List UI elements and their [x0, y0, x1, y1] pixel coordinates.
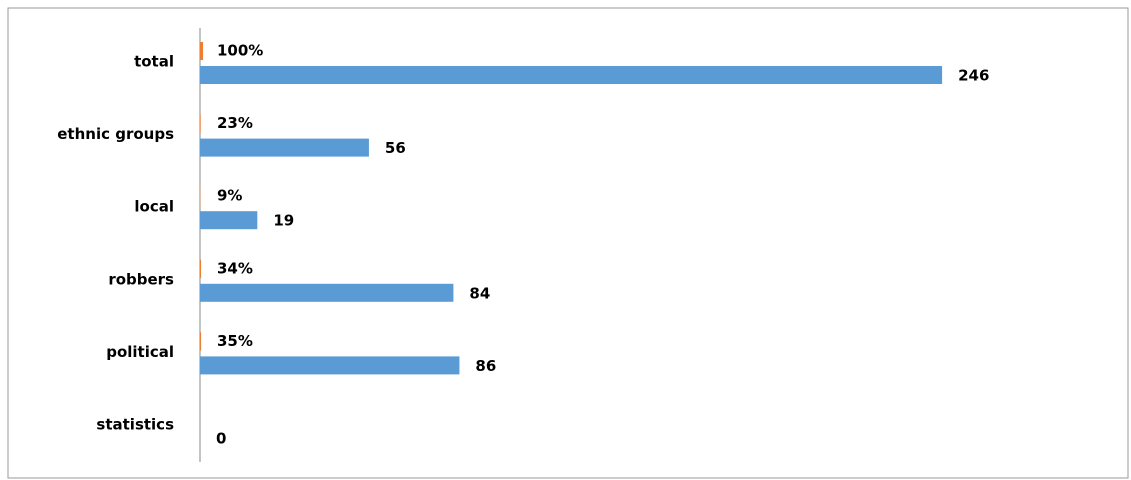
- data-label: 0: [216, 430, 226, 448]
- data-label: 86: [475, 357, 496, 375]
- data-label: 19: [273, 212, 294, 230]
- data-label: 34%: [217, 259, 253, 277]
- data-label: 35%: [217, 332, 253, 350]
- y-tick-label: total: [134, 53, 174, 71]
- y-tick-label: political: [106, 343, 174, 361]
- bar: [200, 42, 204, 60]
- y-tick-label: robbers: [108, 270, 174, 288]
- data-label: 246: [958, 67, 989, 85]
- bar: [200, 138, 369, 157]
- y-tick-label: statistics: [96, 416, 174, 434]
- bar: [200, 283, 454, 302]
- chart-frame: [7, 7, 1129, 479]
- data-label: 9%: [217, 187, 242, 205]
- data-label: 84: [469, 284, 490, 302]
- y-tick-label: local: [134, 198, 174, 216]
- data-label: 100%: [217, 42, 263, 60]
- data-label: 23%: [217, 114, 253, 132]
- bar: [200, 114, 201, 133]
- bar: [200, 259, 202, 278]
- bar: [200, 356, 460, 375]
- data-label: 56: [385, 139, 406, 157]
- bar: [200, 66, 943, 84]
- bar: [200, 211, 258, 230]
- y-tick-label: ethnic groups: [57, 125, 174, 143]
- bar: [200, 332, 202, 351]
